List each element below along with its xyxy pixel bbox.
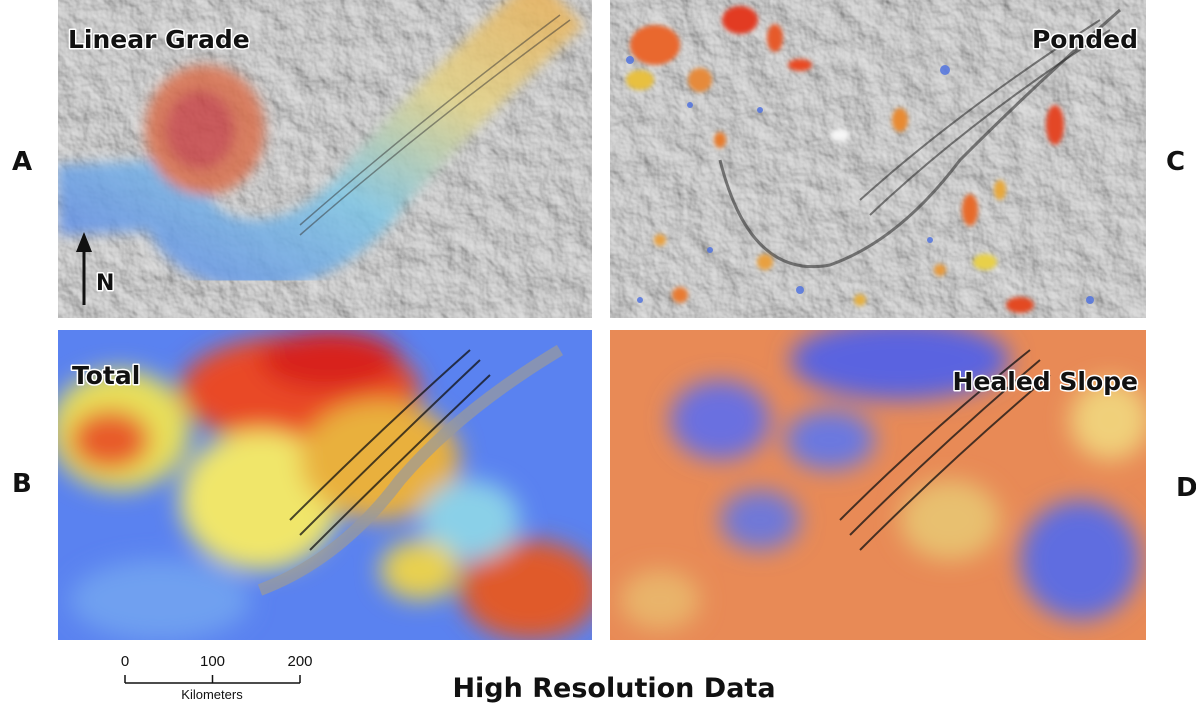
caption: High Resolution Data	[452, 673, 775, 704]
figure: Linear Grade Ponded Total Healed Slope A…	[0, 0, 1196, 704]
panel-letter: C	[1166, 147, 1185, 177]
page: {"panels": [ {"letter": "A", "title": "L…	[0, 0, 1196, 704]
scale-bar: Kilometers 0 100 200	[121, 653, 313, 702]
panel-letter: A	[12, 147, 32, 177]
scale-tick-label: 0	[121, 653, 129, 670]
panel-title: Linear Grade	[68, 25, 250, 54]
scale-tick-label: 100	[200, 653, 225, 670]
scale-tick-label: 200	[287, 653, 312, 670]
panel-title: Healed Slope	[953, 367, 1138, 396]
panel-letter: B	[12, 469, 32, 499]
north-label: N	[96, 271, 114, 296]
scale-unit: Kilometers	[181, 687, 243, 702]
panel-letter: D	[1176, 473, 1196, 503]
panel-title: Ponded	[1032, 25, 1138, 54]
panel-title: Total	[72, 361, 140, 390]
